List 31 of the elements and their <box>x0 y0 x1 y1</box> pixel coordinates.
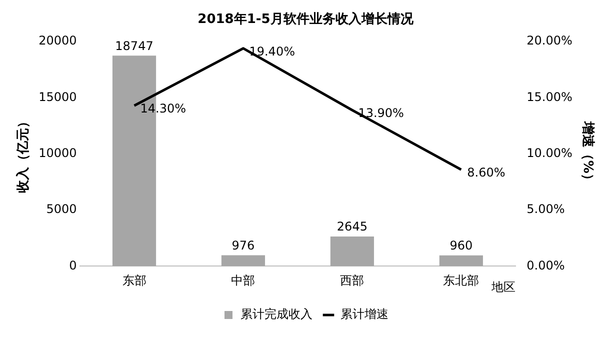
y2-axis-title: 增速（%） <box>580 120 595 186</box>
bar <box>221 255 266 266</box>
y-tick-label: 0 <box>69 258 77 272</box>
y2-tick-label: 5.00% <box>526 202 565 216</box>
bar <box>330 236 374 266</box>
bar <box>439 255 483 266</box>
data-label: 19.40% <box>249 44 295 58</box>
data-label: 976 <box>232 238 255 252</box>
data-label: 960 <box>450 238 473 253</box>
y-tick-label: 20000 <box>38 34 77 48</box>
y-tick-label: 15000 <box>38 90 77 104</box>
x-tick-label: 东部 <box>122 274 146 288</box>
y-tick-label: 5000 <box>46 202 77 216</box>
y-axis-title: 收入（亿元） <box>15 114 32 193</box>
data-label: 2645 <box>336 220 368 234</box>
y2-tick-label: 15.00% <box>526 90 572 104</box>
legend-label: 累计完成收入 <box>240 307 312 322</box>
data-label: 13.90% <box>358 106 404 120</box>
data-label: 18747 <box>115 38 154 53</box>
x-tick-label: 中部 <box>231 274 256 288</box>
chart-title: 2018年1-5月软件业务收入增长情况 <box>198 11 414 28</box>
y2-tick-label: 10.00% <box>526 146 572 160</box>
y2-tick-label: 0.00% <box>526 258 565 272</box>
data-label: 14.30% <box>140 102 186 116</box>
y2-tick-label: 20.00% <box>526 34 572 48</box>
legend-label: 累计增速 <box>340 307 388 322</box>
x-tick-label: 西部 <box>340 274 364 288</box>
x-axis-title: 地区 <box>490 280 516 294</box>
x-tick-label: 东北部 <box>443 274 480 288</box>
y-tick-label: 10000 <box>38 146 77 160</box>
data-label: 8.60% <box>467 166 506 180</box>
